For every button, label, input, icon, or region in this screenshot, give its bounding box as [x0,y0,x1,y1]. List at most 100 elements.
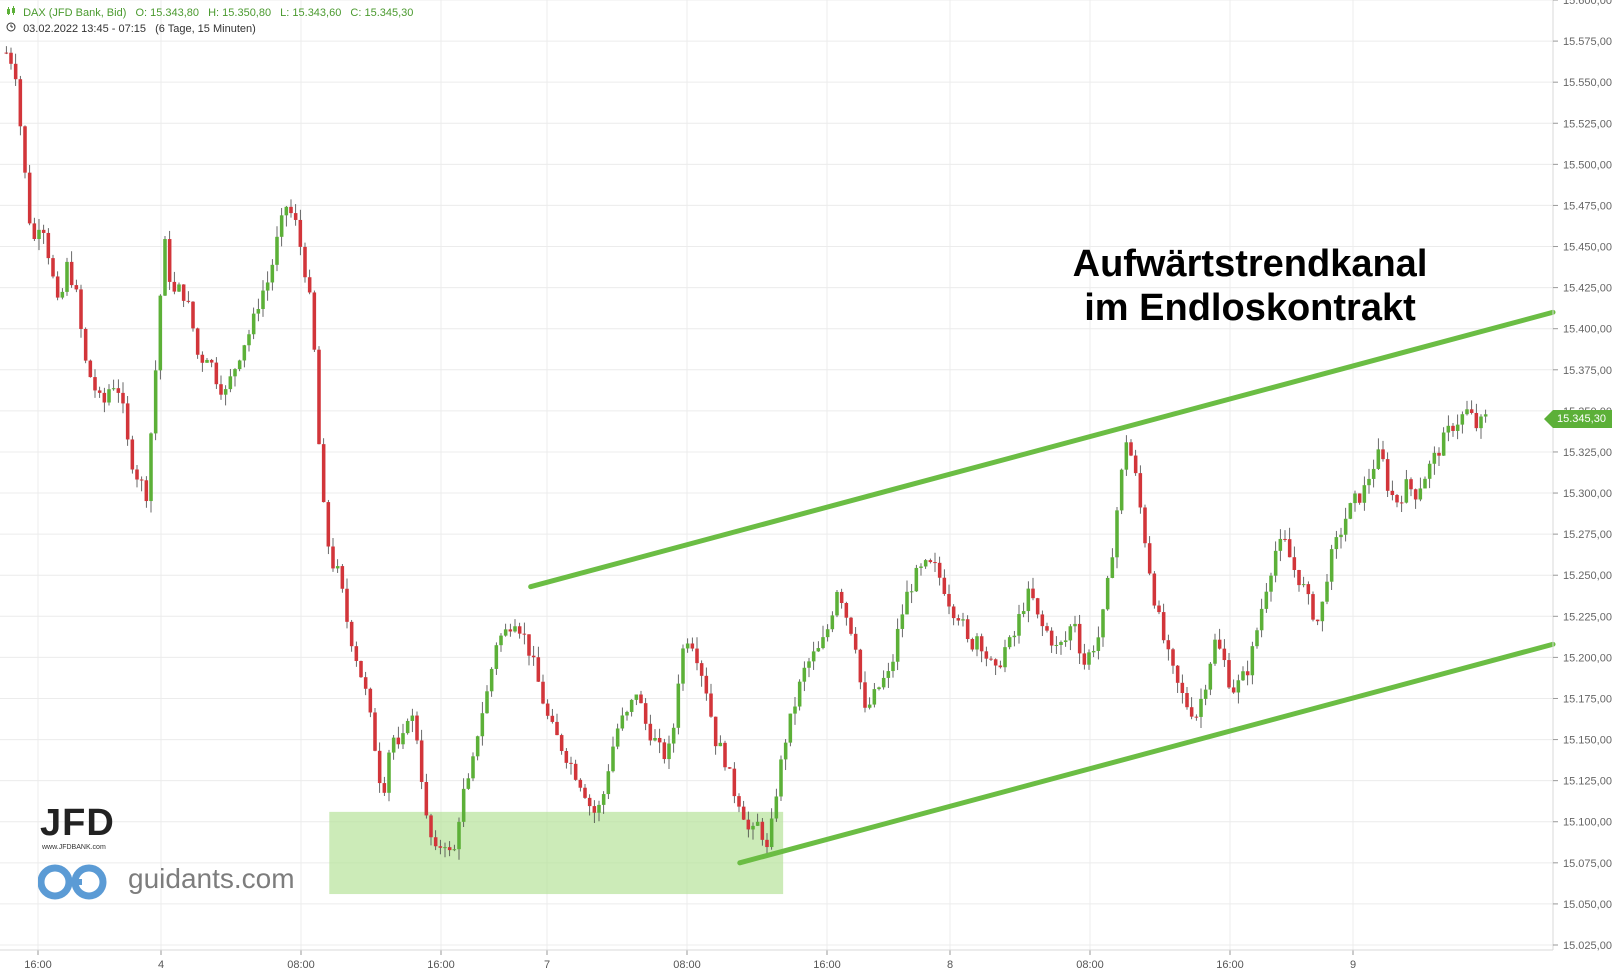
candle-body [555,721,559,736]
candle-body [452,849,457,851]
support-zone-layer [329,811,784,895]
candle-body [1175,665,1180,683]
candle-body [517,626,522,634]
candle-body [167,239,172,282]
candle-body [312,292,317,350]
candle-body [144,480,149,502]
candle-body [718,742,723,747]
candle-body [583,787,587,798]
candle-body [438,846,443,848]
candle-body [419,740,424,782]
candle-body [1189,707,1194,717]
candle-body [130,439,135,470]
candle-body [1115,510,1119,558]
candle-body [485,691,489,714]
trend-channel-layer [528,309,1556,866]
candle-body [1264,591,1269,609]
candle-body [251,313,256,335]
x-tick-label: 08:00 [673,959,701,971]
candle-body [1208,663,1213,690]
candle-body [298,219,303,247]
candle-body [125,403,130,440]
candle-body [1353,493,1357,504]
y-axis: 15.025,00 15.050,00 15.075,00 15.100,00 15.1… [1553,0,1612,952]
candle-body [279,215,284,237]
candle-body [1418,488,1423,500]
candle-body [685,643,690,649]
candle-body [1381,449,1385,460]
candle-body [340,566,345,589]
candle-body [662,742,667,760]
candle-body [457,821,461,850]
candle-body [32,223,37,239]
y-tick-label: 15.500,00 [1563,159,1612,171]
candle-body [1292,557,1297,570]
chart-header-ohlc: DAX (JFD Bank, Bid) O: 15.343,80 H: 15.3… [6,6,419,19]
candle-body [839,591,844,604]
candle-body [74,285,79,290]
y-tick-label: 15.275,00 [1563,529,1612,541]
candle-body [433,837,438,847]
candle-body [545,703,550,716]
candle-body [326,502,331,547]
x-tick-label: 08:00 [1076,959,1104,971]
candle-body [989,658,993,660]
candle-body [1395,495,1399,503]
candle-body [816,648,821,652]
x-tick-label: 16:00 [813,959,841,971]
candle-body [1180,682,1185,694]
trend-channel-lower-line [737,641,1556,866]
candle-body [1437,452,1441,456]
candle-body [41,229,46,233]
candle-body [933,562,937,564]
candle-body [13,63,18,80]
candle-body [681,648,685,684]
candle-body [214,362,219,385]
candle-body [821,637,825,649]
candle-body [937,562,942,578]
candle-body [1161,612,1166,641]
candle-body [1245,671,1250,676]
candle-body [1143,507,1147,544]
candle-body [1301,584,1306,586]
candle-body [121,392,125,404]
candle-body [956,618,961,621]
candle-body [1138,473,1143,508]
candle-body [625,711,629,716]
candle-body [186,300,191,302]
candle-body [1479,416,1483,429]
candle-body [23,126,27,173]
candle-body [900,614,905,629]
candle-body [1171,649,1175,666]
candle-body [18,79,23,127]
candle-body [499,635,503,646]
candle-icon [6,6,16,19]
candle-body [1124,442,1129,470]
candle-body [88,360,93,378]
candle-body [1194,716,1199,718]
candle-body [942,577,947,594]
x-tick-label: 16:00 [1216,959,1244,971]
candle-body [522,633,527,635]
candle-body [858,649,863,683]
y-tick-label: 15.075,00 [1563,858,1612,870]
candle-body [158,295,163,371]
candle-body [447,847,452,851]
candle-body [1152,573,1157,606]
candle-body [1409,479,1413,490]
candle-body [849,617,853,634]
candle-body [107,389,111,403]
candle-body [979,636,984,652]
candle-body [37,229,41,239]
candle-body [317,349,321,445]
x-tick-label: 08:00 [287,959,315,971]
candle-body [503,629,508,636]
candle-body [657,737,662,743]
candle-body [111,388,116,390]
candle-body [1329,549,1334,582]
y-tick-label: 15.050,00 [1563,899,1612,911]
candle-body [237,360,242,370]
candle-body [1255,630,1259,647]
candle-body [1003,647,1007,668]
